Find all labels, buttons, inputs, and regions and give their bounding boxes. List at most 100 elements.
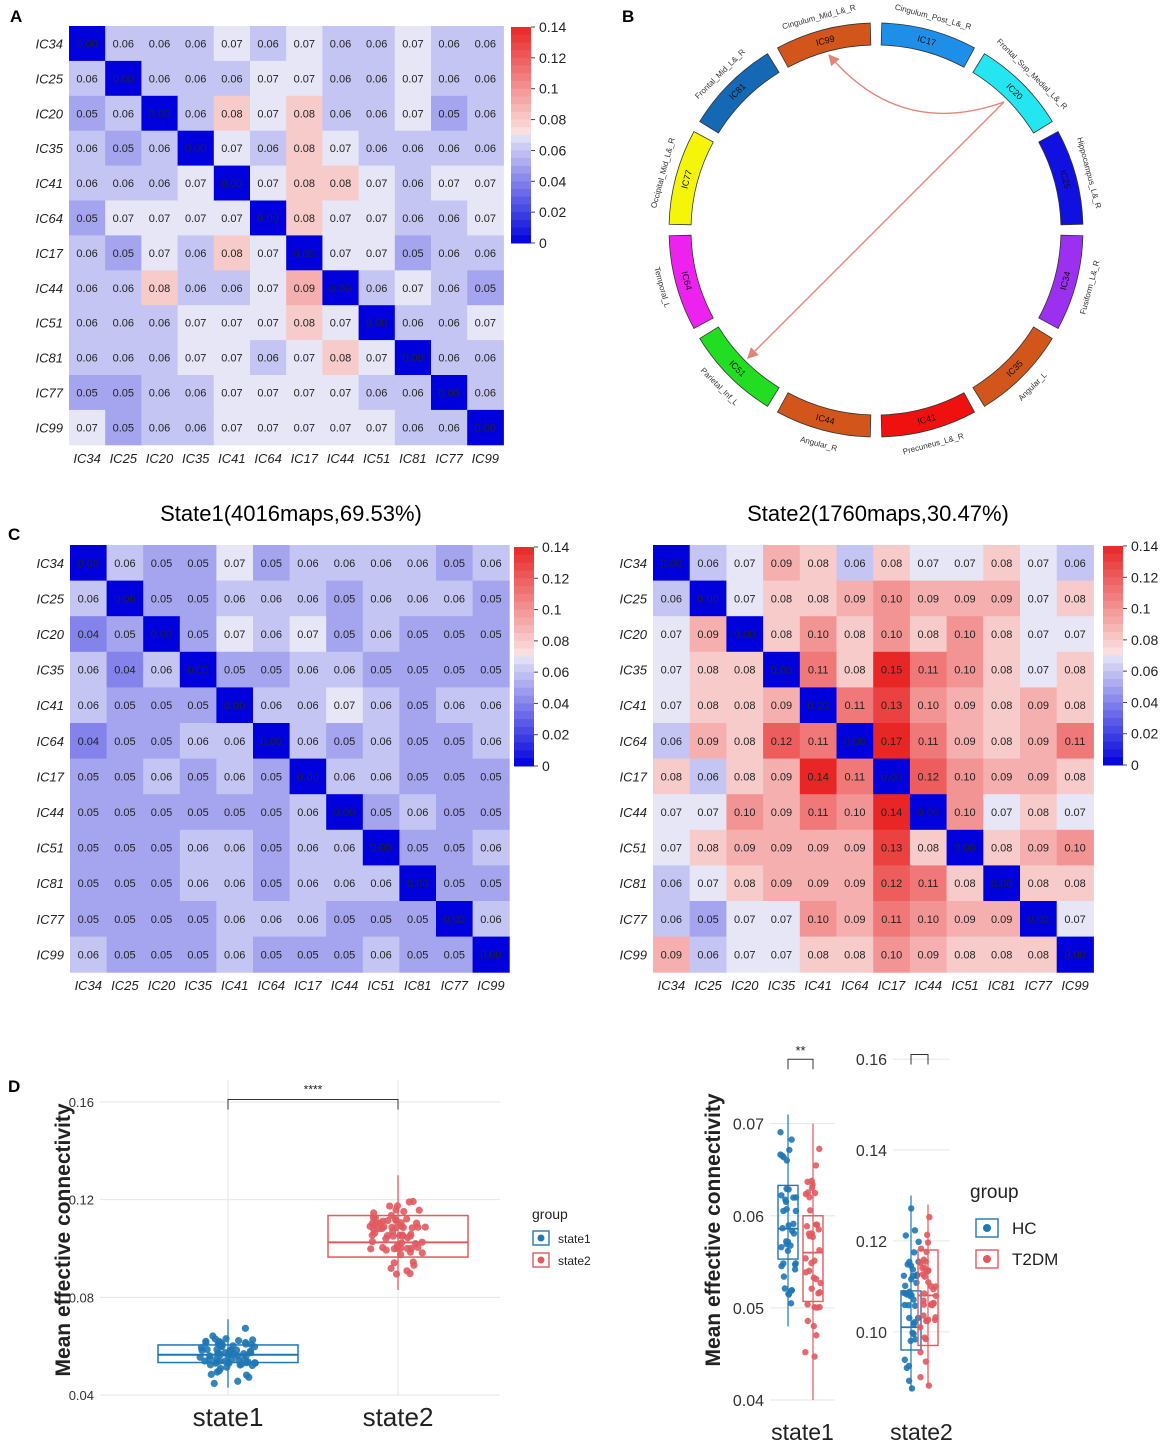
colorbar-segment xyxy=(514,742,534,751)
data-point xyxy=(206,1355,214,1363)
cell-value: 0.10 xyxy=(807,629,828,641)
cell-value: 0.06 xyxy=(480,736,501,748)
y-tick-label: 0.14 xyxy=(856,1143,887,1160)
cell-value: 0.00 xyxy=(185,143,206,155)
cell-value: 0.00 xyxy=(334,807,355,819)
cell-value: 0.10 xyxy=(844,807,865,819)
heatmap-cell xyxy=(689,936,727,973)
data-point xyxy=(222,1335,230,1343)
cell-value: 0.06 xyxy=(444,700,465,712)
cell-value: 0.06 xyxy=(475,108,496,120)
heatmap-cell xyxy=(106,651,144,688)
heatmap-cell xyxy=(322,95,360,132)
heatmap-cell xyxy=(873,616,911,653)
colorbar-segment xyxy=(514,726,534,736)
heatmap-cell xyxy=(467,26,504,62)
heatmap-cell xyxy=(689,794,727,831)
heatmap-cell xyxy=(143,687,181,724)
heatmap-cell xyxy=(726,723,764,760)
cell-value: 0.06 xyxy=(221,283,242,295)
heatmap-cell xyxy=(399,687,437,724)
cell-value: 0.06 xyxy=(297,736,318,748)
col-label: IC81 xyxy=(404,978,431,993)
cell-value: 0.06 xyxy=(475,248,496,260)
data-point xyxy=(777,1129,784,1136)
cell-value: 0.06 xyxy=(370,878,391,890)
colorbar-segment xyxy=(511,196,531,205)
cell-value: 0.07 xyxy=(334,700,355,712)
cell-value: 0.15 xyxy=(881,665,902,677)
heatmap-cell xyxy=(253,829,291,866)
col-label: IC17 xyxy=(291,451,319,466)
cell-value: 0.05 xyxy=(114,771,135,783)
chord-segment xyxy=(699,326,780,407)
cell-value: 0.05 xyxy=(407,771,428,783)
cell-value: 0.07 xyxy=(402,283,423,295)
data-point xyxy=(911,1302,919,1309)
row-label: IC77 xyxy=(620,912,648,927)
colorbar-segment xyxy=(511,34,531,43)
col-label: IC17 xyxy=(878,978,906,993)
cell-value: 0.06 xyxy=(370,593,391,605)
heatmap-cell xyxy=(286,270,323,306)
cell-value: 0.09 xyxy=(954,593,975,605)
heatmap-cell xyxy=(253,865,291,902)
heatmap-cell xyxy=(289,901,327,938)
heatmap-cell xyxy=(69,60,106,97)
heatmap-cell xyxy=(358,235,396,271)
cell-value: 0.08 xyxy=(734,736,755,748)
heatmap-cell xyxy=(726,758,764,795)
colorbar-segment xyxy=(511,96,531,105)
cell-value: 0.05 xyxy=(261,665,282,677)
heatmap-cell xyxy=(143,758,181,795)
data-point xyxy=(410,1261,418,1269)
data-point xyxy=(215,1349,223,1357)
heatmap-cell xyxy=(105,375,142,411)
col-label: IC77 xyxy=(435,451,463,466)
colorbar-segment xyxy=(511,165,531,175)
segment-ic-label: IC25 xyxy=(1058,169,1073,190)
heatmap-cell xyxy=(69,375,106,411)
cell-value: 0.07 xyxy=(475,318,496,330)
data-point xyxy=(210,1379,218,1387)
heatmap-cell xyxy=(70,936,108,973)
cell-value: 0.07 xyxy=(734,949,755,961)
cell-value: 0.13 xyxy=(881,700,902,712)
colorbar-segment xyxy=(514,625,534,634)
data-point xyxy=(382,1246,390,1254)
cell-value: 0.10 xyxy=(881,949,902,961)
cell-value: 0.06 xyxy=(1064,558,1085,570)
heatmap-cell xyxy=(69,409,106,446)
heatmap-cell xyxy=(322,165,360,201)
cell-value: 0.00 xyxy=(1028,914,1049,926)
heatmap-cell xyxy=(1056,865,1094,902)
box-body xyxy=(777,1184,799,1260)
cell-value: 0.17 xyxy=(881,736,902,748)
cell-value: 0.06 xyxy=(330,108,351,120)
data-point xyxy=(782,1196,789,1203)
heatmap-cell xyxy=(179,865,217,902)
cell-value: 0.07 xyxy=(991,807,1012,819)
cell-value: 0.09 xyxy=(844,878,865,890)
heatmap-cell xyxy=(362,901,400,938)
heatmap-cell xyxy=(946,829,984,866)
cell-value: 0.05 xyxy=(444,558,465,570)
cell-value: 0.05 xyxy=(76,108,97,120)
panel-label-c: C xyxy=(8,525,20,544)
colorbar-segment xyxy=(511,119,531,128)
heatmap-cell xyxy=(653,794,691,831)
colorbar-tick-label: 0.04 xyxy=(1131,694,1158,710)
data-point xyxy=(809,1181,816,1188)
row-label: IC64 xyxy=(620,734,647,749)
colorbar-tick-label: 0.02 xyxy=(542,727,569,743)
cell-value: 0.08 xyxy=(991,949,1012,961)
heatmap-cell xyxy=(70,794,108,831)
colorbar-segment xyxy=(1103,663,1123,672)
cell-value: 0.06 xyxy=(475,73,496,85)
cell-value: 0.06 xyxy=(185,108,206,120)
cell-value: 0.05 xyxy=(224,807,245,819)
heatmap-cell xyxy=(141,26,179,62)
cell-value: 0.07 xyxy=(366,422,387,434)
heatmap-cell xyxy=(286,305,323,341)
heatmap-cell xyxy=(689,616,727,653)
